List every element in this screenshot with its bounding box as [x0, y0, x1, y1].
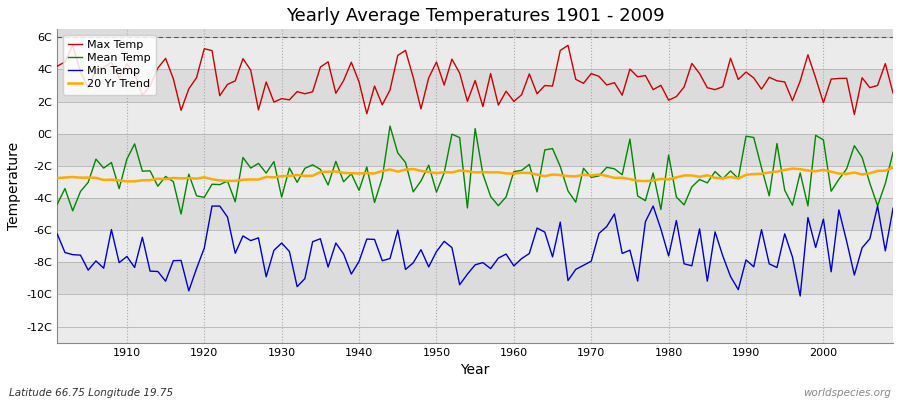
Mean Temp	[52, 202, 63, 207]
Max Temp	[517, 92, 527, 97]
Bar	[58, 294, 893, 326]
Max Temp	[52, 64, 63, 69]
Mean Temp	[616, 172, 627, 177]
Min Temp	[52, 232, 63, 236]
Min Temp	[207, 204, 218, 208]
Line: 20 Yr Trend: 20 Yr Trend	[58, 168, 893, 181]
20 Yr Trend	[887, 165, 898, 170]
Bar	[58, 326, 893, 343]
Mean Temp	[113, 186, 124, 191]
Min Temp	[795, 294, 806, 298]
Line: Max Temp: Max Temp	[58, 45, 893, 114]
20 Yr Trend	[52, 176, 63, 180]
Max Temp	[292, 89, 302, 94]
20 Yr Trend	[113, 178, 124, 183]
Max Temp	[68, 43, 78, 48]
Bar	[58, 262, 893, 294]
Mean Temp	[176, 212, 186, 216]
Bar	[58, 166, 893, 198]
Min Temp	[517, 256, 527, 261]
20 Yr Trend	[508, 171, 519, 176]
Y-axis label: Temperature: Temperature	[7, 142, 21, 230]
Min Temp	[609, 212, 620, 216]
Max Temp	[338, 78, 349, 83]
X-axis label: Year: Year	[461, 363, 490, 377]
Line: Mean Temp: Mean Temp	[58, 126, 893, 214]
20 Yr Trend	[292, 173, 302, 178]
Text: Latitude 66.75 Longitude 19.75: Latitude 66.75 Longitude 19.75	[9, 388, 173, 398]
Bar	[58, 37, 893, 70]
Mean Temp	[524, 162, 535, 167]
Min Temp	[887, 206, 898, 210]
Mean Temp	[517, 168, 527, 173]
Line: Min Temp: Min Temp	[58, 206, 893, 296]
Mean Temp	[887, 150, 898, 155]
Mean Temp	[292, 180, 302, 185]
20 Yr Trend	[338, 170, 349, 175]
Max Temp	[849, 112, 859, 117]
20 Yr Trend	[122, 179, 132, 184]
Title: Yearly Average Temperatures 1901 - 2009: Yearly Average Temperatures 1901 - 2009	[286, 7, 664, 25]
Mean Temp	[338, 179, 349, 184]
Max Temp	[609, 80, 620, 85]
Bar	[58, 102, 893, 134]
Max Temp	[887, 91, 898, 96]
Min Temp	[113, 260, 124, 265]
Bar	[58, 70, 893, 102]
Min Temp	[292, 284, 302, 289]
Min Temp	[338, 252, 349, 256]
Max Temp	[122, 62, 132, 66]
Legend: Max Temp, Mean Temp, Min Temp, 20 Yr Trend: Max Temp, Mean Temp, Min Temp, 20 Yr Tre…	[63, 35, 157, 95]
Mean Temp	[384, 124, 395, 128]
Max Temp	[508, 99, 519, 104]
Bar	[58, 198, 893, 230]
Bar	[58, 29, 893, 37]
Text: worldspecies.org: worldspecies.org	[803, 388, 891, 398]
20 Yr Trend	[609, 176, 620, 180]
Bar	[58, 134, 893, 166]
20 Yr Trend	[517, 170, 527, 175]
Bar	[58, 230, 893, 262]
Min Temp	[508, 264, 519, 268]
